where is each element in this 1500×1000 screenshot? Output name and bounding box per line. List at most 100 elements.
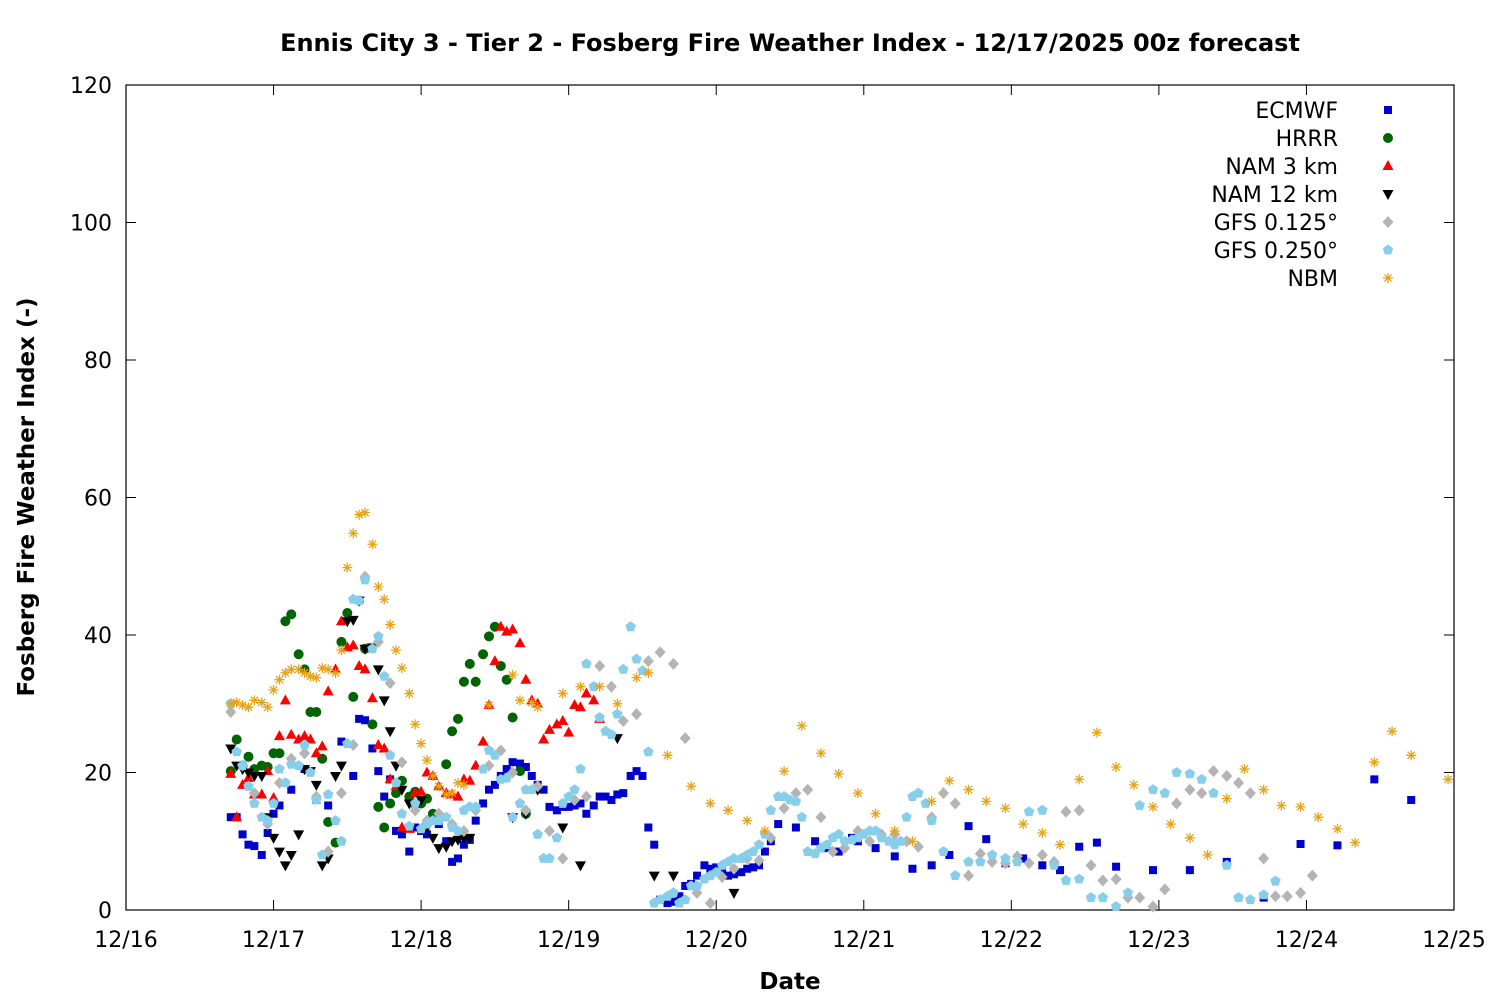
point-gfs-0-250 xyxy=(299,739,310,750)
point-gfs-0-250 xyxy=(643,746,654,757)
point-ecmwf xyxy=(1092,838,1101,847)
point-gfs-0-125 xyxy=(1258,852,1270,865)
y-tick-label: 40 xyxy=(84,624,112,649)
y-tick-label: 60 xyxy=(84,487,112,512)
point-ecmwf xyxy=(718,866,727,875)
point-gfs-0-125 xyxy=(1060,805,1072,818)
point-gfs-0-125 xyxy=(1085,859,1097,872)
point-nam-3-km xyxy=(477,735,489,746)
point-ecmwf xyxy=(1112,862,1121,871)
point-gfs-0-250 xyxy=(796,811,807,822)
data-marks xyxy=(225,507,1454,913)
point-gfs-0-250 xyxy=(317,849,328,860)
point-gfs-0-125 xyxy=(642,655,654,668)
point-gfs-0-125 xyxy=(963,869,975,882)
point-gfs-0-125 xyxy=(1073,804,1085,817)
point-nbm xyxy=(1258,784,1269,795)
point-ecmwf xyxy=(632,767,641,776)
point-gfs-0-125 xyxy=(507,766,519,779)
point-gfs-0-250 xyxy=(1221,859,1232,870)
point-nbm xyxy=(1443,774,1454,785)
point-gfs-0-125 xyxy=(704,897,716,910)
point-gfs-0-250 xyxy=(404,820,415,831)
point-nam-3-km xyxy=(415,785,427,796)
point-hrrr xyxy=(379,822,390,833)
point-nam-3-km xyxy=(366,692,378,703)
point-hrrr xyxy=(348,691,359,702)
point-nbm xyxy=(507,669,518,680)
point-ecmwf xyxy=(275,801,284,810)
point-gfs-0-250 xyxy=(833,828,844,839)
legend-marker-ecmwf xyxy=(1384,106,1392,114)
point-ecmwf xyxy=(1148,866,1157,875)
legend-label-hrrr: HRRR xyxy=(1276,127,1338,152)
point-nbm xyxy=(348,528,359,539)
point-gfs-0-250 xyxy=(1258,889,1269,900)
point-gfs-0-250 xyxy=(1060,874,1072,885)
point-nbm xyxy=(796,720,807,731)
point-ecmwf xyxy=(791,823,800,832)
point-nbm xyxy=(396,663,407,673)
point-hrrr xyxy=(458,676,469,687)
legend-marker-nam-3-km xyxy=(1382,160,1394,170)
point-nbm xyxy=(1165,819,1176,830)
point-nam-12-km xyxy=(728,888,740,899)
point-nbm xyxy=(575,681,586,692)
point-gfs-0-250 xyxy=(1000,852,1011,863)
point-ecmwf xyxy=(250,842,259,851)
point-nbm xyxy=(833,768,844,779)
point-gfs-0-250 xyxy=(470,801,481,812)
point-nbm xyxy=(410,719,421,730)
point-gfs-0-250 xyxy=(618,663,629,674)
point-nam-3-km xyxy=(396,821,408,832)
point-gfs-0-250 xyxy=(1196,773,1207,784)
point-nbm xyxy=(1406,750,1417,761)
point-gfs-0-250 xyxy=(728,852,740,863)
point-nam-3-km xyxy=(507,623,519,634)
point-ecmwf xyxy=(539,785,548,794)
point-gfs-0-250 xyxy=(330,815,341,826)
point-nam-12-km xyxy=(427,833,439,844)
point-gfs-0-125 xyxy=(580,790,592,803)
point-gfs-0-125 xyxy=(299,747,311,760)
point-ecmwf xyxy=(1370,775,1379,784)
point-gfs-0-250 xyxy=(433,815,444,826)
point-nbm xyxy=(852,788,863,799)
x-tick-label: 12/16 xyxy=(94,928,157,953)
point-gfs-0-125 xyxy=(753,854,765,867)
x-tick-label: 12/18 xyxy=(389,928,452,953)
y-tick-label: 20 xyxy=(84,762,112,787)
point-gfs-0-250 xyxy=(268,797,279,808)
point-nbm xyxy=(317,663,328,673)
axis-ticks: 12/16 12/17 12/18 12/19 12/20 12/21 12/22 12/23… xyxy=(70,74,1486,953)
point-ecmwf xyxy=(471,816,480,825)
point-nbm xyxy=(1239,764,1250,775)
point-gfs-0-250 xyxy=(625,621,636,632)
series-nbm xyxy=(225,507,1454,860)
point-gfs-0-250 xyxy=(606,729,617,740)
point-nbm xyxy=(483,700,494,711)
point-nam-3-km xyxy=(299,730,311,741)
point-nam-3-km xyxy=(353,659,365,670)
point-ecmwf xyxy=(552,806,561,815)
point-nbm xyxy=(373,581,384,592)
point-gfs-0-250 xyxy=(1023,806,1035,817)
point-ecmwf xyxy=(681,881,690,890)
point-gfs-0-250 xyxy=(452,825,464,836)
point-nbm xyxy=(662,750,673,761)
x-tick-label: 12/20 xyxy=(685,928,748,953)
point-ecmwf xyxy=(743,864,752,873)
point-nam-3-km xyxy=(378,742,390,753)
point-gfs-0-250 xyxy=(353,595,365,606)
series-gfs-0-125 xyxy=(225,570,1318,913)
point-gfs-0-125 xyxy=(396,756,408,769)
point-nam-3-km xyxy=(580,687,592,698)
point-ecmwf xyxy=(527,771,536,780)
point-nbm xyxy=(643,667,654,678)
point-hrrr xyxy=(336,636,347,647)
point-nbm xyxy=(293,664,304,675)
point-nam-12-km xyxy=(440,842,452,853)
point-hrrr xyxy=(367,719,378,730)
point-nbm xyxy=(557,688,568,699)
